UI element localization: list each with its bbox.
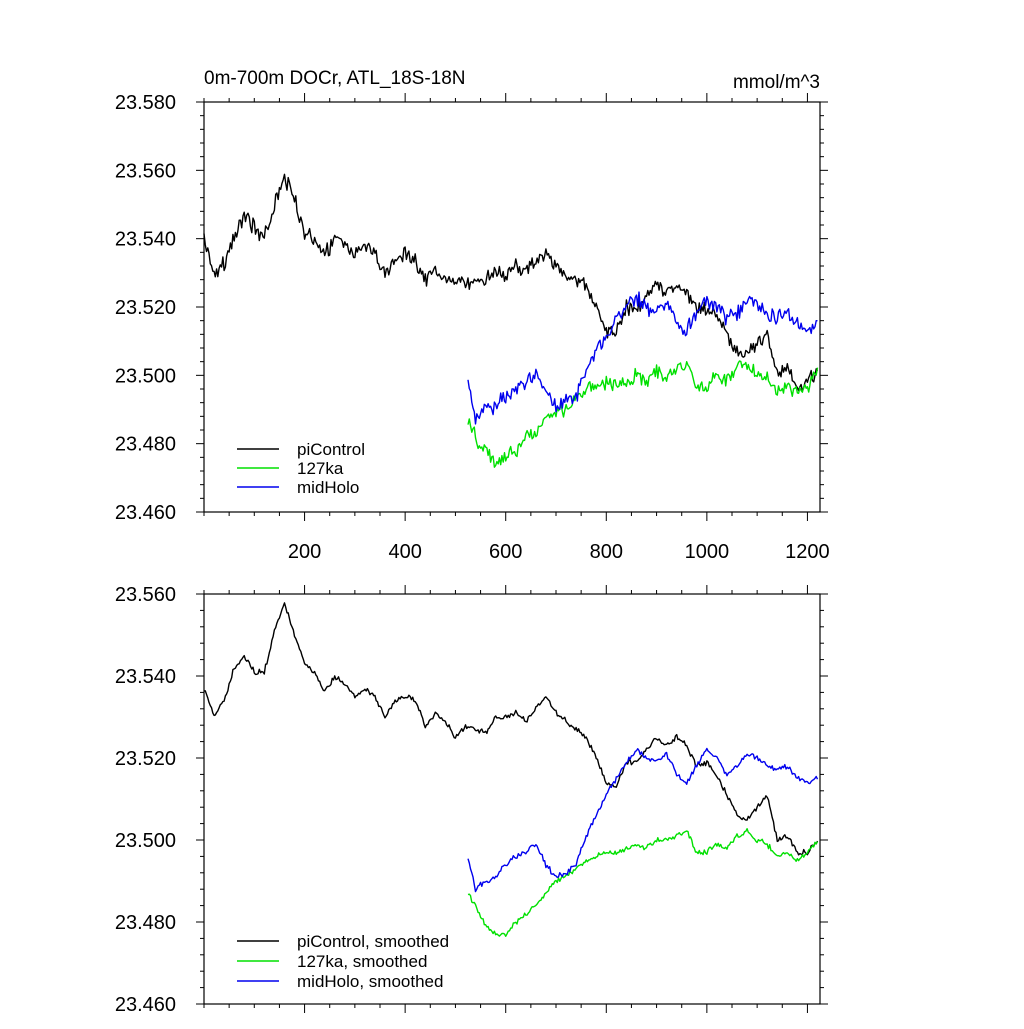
series-line-127ka bbox=[467, 828, 819, 937]
series-line-picontrol bbox=[203, 173, 819, 392]
legend-label: piControl bbox=[297, 440, 365, 459]
x-tick-label: 200 bbox=[288, 541, 321, 563]
y-tick-label: 23.540 bbox=[115, 229, 176, 251]
y-tick-label: 23.460 bbox=[115, 994, 176, 1016]
x-tick-label: 1200 bbox=[785, 541, 830, 563]
y-tick-label: 23.500 bbox=[115, 365, 176, 387]
x-tick-label: 1000 bbox=[685, 541, 730, 563]
series-line-127ka bbox=[467, 360, 819, 468]
x-tick-label: 400 bbox=[388, 541, 421, 563]
y-tick-label: 23.580 bbox=[115, 92, 176, 114]
y-tick-label: 23.460 bbox=[115, 502, 176, 524]
y-tick-label: 23.480 bbox=[115, 912, 176, 934]
legend-label: piControl, smoothed bbox=[297, 932, 449, 951]
series-line-picontrol bbox=[203, 602, 819, 856]
legend-label: midHolo, smoothed bbox=[297, 972, 443, 991]
y-tick-label: 23.520 bbox=[115, 748, 176, 770]
bottom-panel: 23.460 23.480 23.500 23.520 23.540 23.560 piCo… bbox=[115, 584, 828, 1016]
x-tick-label: 600 bbox=[489, 541, 522, 563]
y-tick-label: 23.500 bbox=[115, 830, 176, 852]
y-tick-label: 23.560 bbox=[115, 160, 176, 182]
y-tick-label: 23.540 bbox=[115, 666, 176, 688]
y-tick-label: 23.520 bbox=[115, 297, 176, 319]
series-line-midholo bbox=[467, 747, 819, 893]
top-panel: 23.460 23.480 23.500 23.520 23.540 23.560 23.5… bbox=[115, 92, 830, 563]
legend-label: 127ka bbox=[297, 459, 344, 478]
plot-frame bbox=[203, 593, 821, 1005]
legend-label: midHolo bbox=[297, 478, 359, 497]
x-tick-label: 800 bbox=[590, 541, 623, 563]
y-tick-label: 23.480 bbox=[115, 434, 176, 456]
y-tick-label: 23.560 bbox=[115, 584, 176, 606]
units-label: mmol/m^3 bbox=[733, 72, 820, 93]
legend-label: 127ka, smoothed bbox=[297, 952, 427, 971]
chart-title: 0m-700m DOCr, ATL_18S-18N bbox=[204, 68, 466, 89]
series-line-midholo bbox=[467, 291, 818, 425]
